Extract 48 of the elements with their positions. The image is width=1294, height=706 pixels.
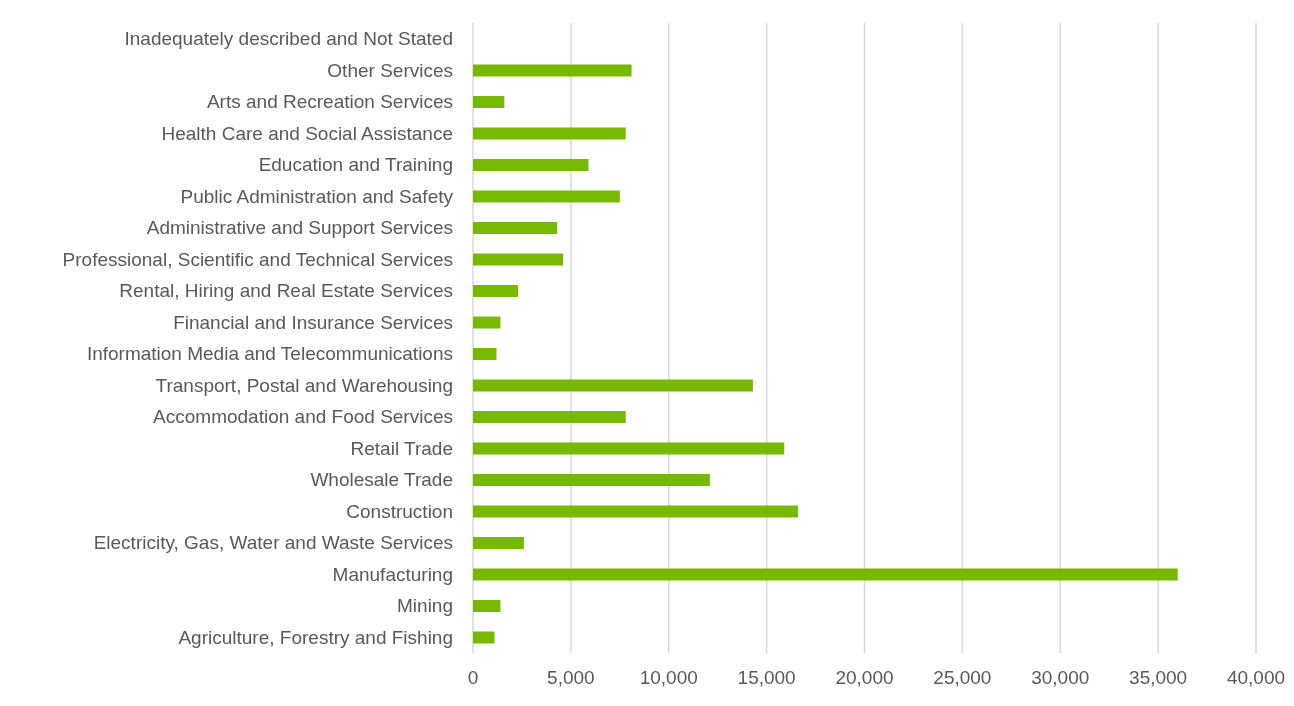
y-tick-label: Electricity, Gas, Water and Waste Services <box>93 532 453 554</box>
x-tick-label: 10,000 <box>639 667 698 689</box>
bar <box>473 222 558 234</box>
bar <box>473 316 501 329</box>
y-tick-label: Other Services <box>327 60 453 81</box>
bar <box>473 190 620 203</box>
y-tick-label: Agriculture, Forestry and Fishing <box>178 626 453 648</box>
y-tick-label: Education and Training <box>258 154 453 176</box>
bar <box>473 253 564 266</box>
bar <box>473 285 519 297</box>
bar <box>473 442 785 455</box>
bar <box>473 600 501 612</box>
x-tick-label: 5,000 <box>547 667 595 689</box>
bar <box>473 505 798 518</box>
y-tick-label: Professional, Scientific and Technical Services <box>62 248 453 270</box>
x-tick-label: 30,000 <box>1031 667 1090 689</box>
x-tick-label: 20,000 <box>835 667 894 689</box>
bar <box>473 379 753 392</box>
y-tick-label: Information Media and Telecommunications <box>86 343 453 365</box>
bar <box>473 96 505 108</box>
bar <box>473 411 626 423</box>
y-tick-label: Rental, Hiring and Real Estate Services <box>119 280 453 302</box>
bar <box>473 474 710 486</box>
y-tick-label: Mining <box>397 595 453 617</box>
bar <box>473 631 495 644</box>
y-tick-label: Transport, Postal and Warehousing <box>155 374 453 396</box>
y-tick-label: Administrative and Support Services <box>146 217 453 239</box>
y-tick-label: Accommodation and Food Services <box>153 406 453 428</box>
y-tick-label: Public Administration and Safety <box>180 185 454 207</box>
y-tick-label: Health Care and Social Assistance <box>161 122 453 144</box>
x-tick-label: 15,000 <box>737 667 796 689</box>
y-tick-label: Construction <box>346 500 453 522</box>
y-tick-label: Retail Trade <box>350 437 453 459</box>
bar <box>473 537 524 549</box>
y-tick-label: Inadequately described and Not Stated <box>124 28 453 50</box>
bar <box>473 127 626 140</box>
x-tick-label: 35,000 <box>1129 667 1188 689</box>
y-tick-label: Arts and Recreation Services <box>206 91 453 113</box>
bar <box>473 568 1178 581</box>
y-tick-label: Wholesale Trade <box>310 469 453 491</box>
x-tick-label: 0 <box>467 667 479 689</box>
bar <box>473 64 632 77</box>
bar <box>473 159 589 171</box>
bar <box>473 348 497 360</box>
x-tick-label: 25,000 <box>933 667 992 689</box>
y-tick-label: Manufacturing <box>332 563 453 585</box>
x-tick-label: 40,000 <box>1226 667 1286 689</box>
y-tick-label: Financial and Insurance Services <box>173 311 453 333</box>
